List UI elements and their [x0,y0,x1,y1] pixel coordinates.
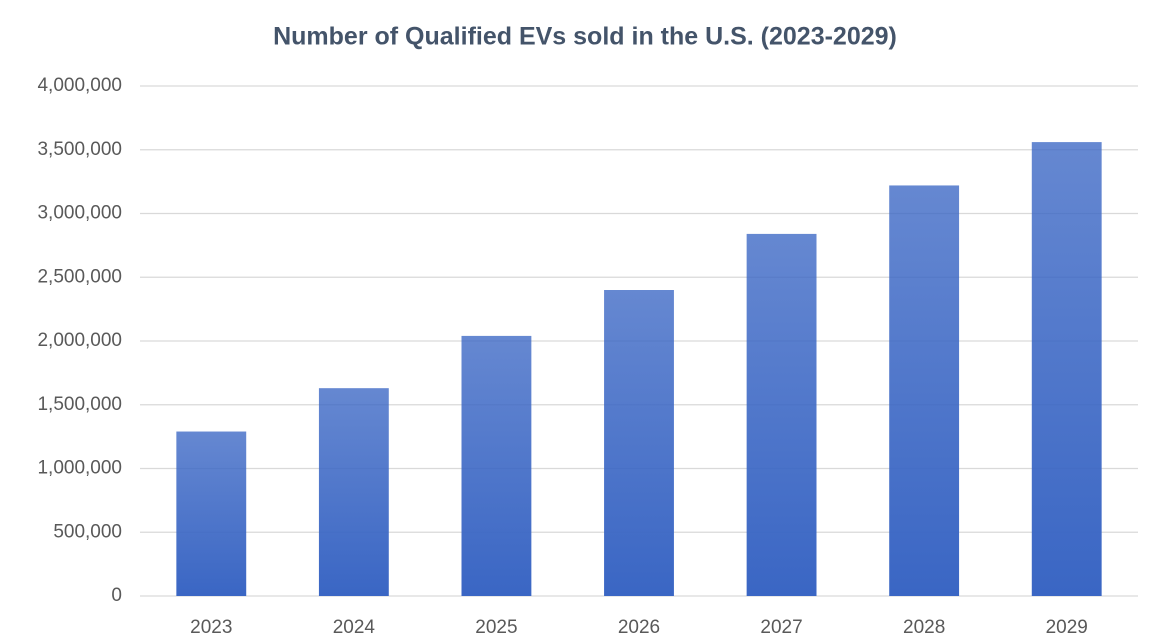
bar [1031,142,1102,596]
y-tick-label: 0 [111,585,122,606]
bar [176,431,247,596]
y-tick-label: 2,000,000 [37,330,122,351]
x-tick-label: 2029 [1046,617,1088,638]
x-tick-label: 2028 [903,617,945,638]
x-tick-label: 2024 [333,617,376,638]
y-tick-label: 4,000,000 [37,75,122,96]
bar [318,388,389,596]
y-tick-label: 500,000 [53,521,122,542]
x-tick-label: 2026 [618,617,660,638]
x-tick-label: 2027 [760,617,802,638]
chart-title: Number of Qualified EVs sold in the U.S.… [273,23,897,51]
y-tick-label: 2,500,000 [37,266,122,287]
y-tick-label: 3,500,000 [37,139,122,160]
bar [746,233,817,596]
bar [461,335,532,596]
bar [604,290,674,596]
y-tick-label: 1,500,000 [37,394,122,415]
y-tick-label: 3,000,000 [37,203,122,224]
y-tick-label: 1,000,000 [37,458,122,479]
x-tick-label: 2025 [475,617,517,638]
bar [889,185,960,596]
x-tick-label: 2023 [190,617,232,638]
